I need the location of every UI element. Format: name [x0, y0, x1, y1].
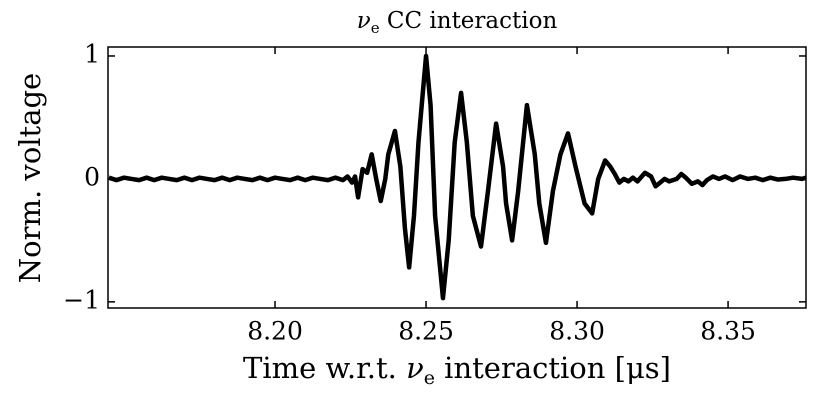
title-subscript: e	[371, 19, 380, 37]
title-symbol: ν	[357, 8, 371, 34]
chart-title: νe CC interaction	[357, 8, 558, 37]
x-tick-label: 8.35	[700, 317, 756, 346]
x-label-symbol: ν	[406, 351, 424, 385]
y-tick-label: 1	[84, 39, 100, 68]
x-label-after: interaction [μs]	[435, 351, 671, 385]
x-tick-label: 8.30	[549, 317, 605, 346]
x-axis-label: Time w.r.t. νe interaction [μs]	[243, 351, 671, 389]
plot-frame	[107, 46, 807, 309]
x-label-before: Time w.r.t.	[243, 351, 406, 385]
y-tick-label: −1	[63, 285, 100, 314]
y-axis-label: Norm. voltage	[13, 73, 47, 283]
x-label-subscript: e	[424, 367, 435, 389]
title-text: CC interaction	[380, 8, 558, 34]
signal-line	[108, 53, 806, 301]
x-tick-label: 8.20	[247, 317, 303, 346]
y-tick-label: 0	[84, 162, 100, 191]
x-tick-label: 8.25	[398, 317, 454, 346]
